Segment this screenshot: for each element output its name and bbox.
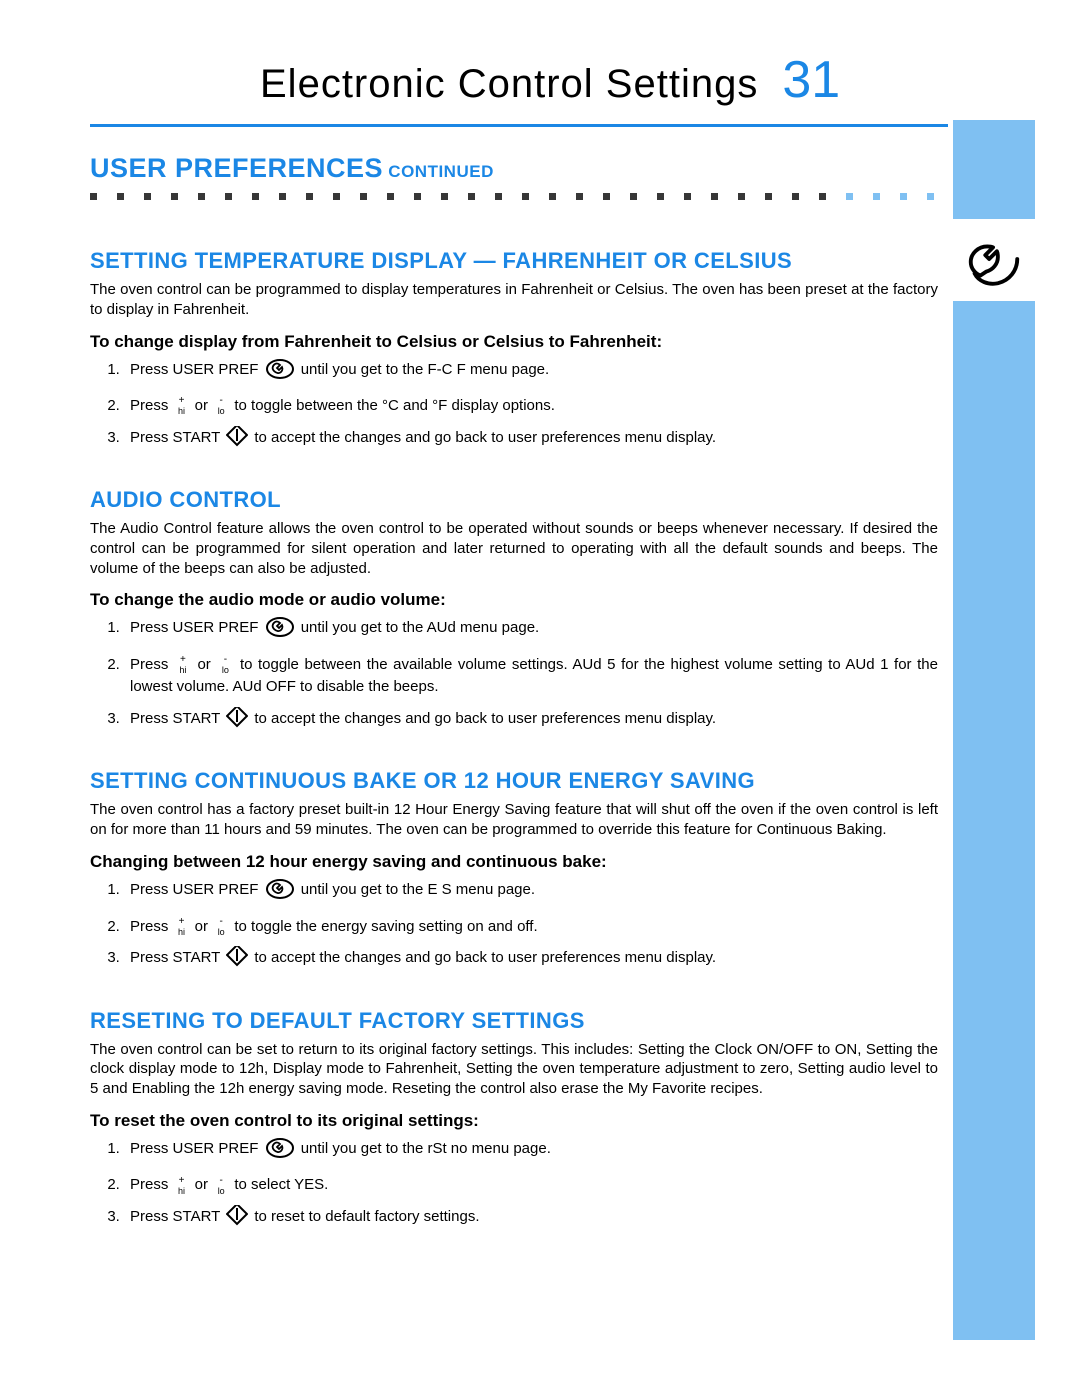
steps-energy: Press USER PREF until you get to the E S… <box>124 878 938 976</box>
list-item: Press +hi or -lo to toggle the energy sa… <box>124 916 938 939</box>
lo-button-icon: -lo <box>218 655 232 675</box>
wrench-icon <box>963 229 1025 291</box>
start-icon <box>226 426 248 456</box>
start-icon <box>226 946 248 976</box>
list-item: Press START to accept the changes and go… <box>124 946 938 976</box>
section-heading-temperature: SETTING TEMPERATURE DISPLAY — FAHRENHEIT… <box>90 248 938 274</box>
section-heading-energy: SETTING CONTINUOUS BAKE OR 12 HOUR ENERG… <box>90 768 938 794</box>
sidebar-band <box>953 120 1035 1340</box>
list-item: Press USER PREF until you get to the E S… <box>124 878 938 908</box>
hi-button-icon: +hi <box>176 655 190 675</box>
section-body-reset: The oven control can be set to return to… <box>90 1040 938 1099</box>
steps-reset: Press USER PREF until you get to the rSt… <box>124 1137 938 1235</box>
list-item: Press START to accept the changes and go… <box>124 426 938 456</box>
start-icon <box>226 707 248 737</box>
dotted-rule <box>90 193 1030 201</box>
list-item: Press +hi or -lo to toggle between the a… <box>124 654 938 699</box>
list-item: Press START to reset to default factory … <box>124 1205 938 1235</box>
list-item: Press +hi or -lo to toggle between the °… <box>124 395 938 418</box>
hi-button-icon: +hi <box>175 917 189 937</box>
section-body-temperature: The oven control can be programmed to di… <box>90 280 938 320</box>
hi-button-icon: +hi <box>175 1176 189 1196</box>
section-body-audio: The Audio Control feature allows the ove… <box>90 519 938 578</box>
list-item: Press +hi or -lo to select YES. <box>124 1174 938 1197</box>
user-pref-icon <box>265 1137 295 1167</box>
steps-audio: Press USER PREF until you get to the AUd… <box>124 616 938 736</box>
hi-button-icon: +hi <box>175 396 189 416</box>
sidebar-wrench-icon-box <box>953 219 1035 301</box>
lo-button-icon: -lo <box>214 1176 228 1196</box>
subheading-audio: To change the audio mode or audio volume… <box>90 590 938 610</box>
start-icon <box>226 1205 248 1235</box>
section-body-energy: The oven control has a factory preset bu… <box>90 800 938 840</box>
list-item: Press USER PREF until you get to the rSt… <box>124 1137 938 1167</box>
lo-button-icon: -lo <box>214 917 228 937</box>
section-heading-audio: AUDIO CONTROL <box>90 487 938 513</box>
list-item: Press USER PREF until you get to the AUd… <box>124 616 938 646</box>
list-item: Press START to accept the changes and go… <box>124 707 938 737</box>
user-pref-icon <box>265 358 295 388</box>
page-number: 31 <box>782 50 840 110</box>
lo-button-icon: -lo <box>214 396 228 416</box>
user-pref-icon <box>265 878 295 908</box>
page-title: Electronic Control Settings <box>260 62 758 107</box>
user-pref-icon <box>265 616 295 646</box>
list-item: Press USER PREF until you get to the F-C… <box>124 358 938 388</box>
user-preferences-heading: USER PREFERENCES CONTINUED <box>90 153 938 184</box>
subheading-temperature: To change display from Fahrenheit to Cel… <box>90 332 938 352</box>
header-rule <box>90 124 948 127</box>
subheading-energy: Changing between 12 hour energy saving a… <box>90 852 938 872</box>
section-heading-reset: RESETING TO DEFAULT FACTORY SETTINGS <box>90 1008 938 1034</box>
steps-temperature: Press USER PREF until you get to the F-C… <box>124 358 938 456</box>
subheading-reset: To reset the oven control to its origina… <box>90 1111 938 1131</box>
